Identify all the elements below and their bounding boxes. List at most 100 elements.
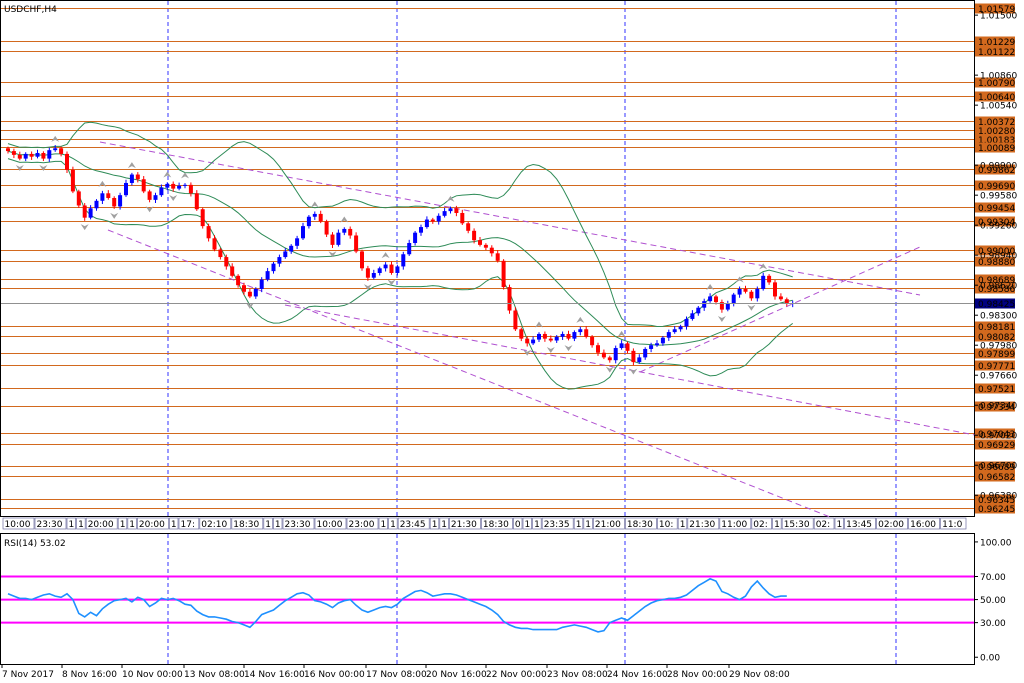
candle-body — [401, 254, 406, 267]
session-label: 13:45 — [846, 520, 872, 530]
candle-body — [460, 212, 465, 224]
fractal-down-icon — [363, 284, 372, 291]
session-label: 10:00 — [317, 520, 343, 530]
fractal-down-icon — [564, 345, 573, 352]
candle-body — [649, 345, 654, 349]
fractal-up-icon — [98, 180, 107, 187]
price-level-label: 0.96245 — [978, 505, 1015, 515]
candle-body — [53, 148, 58, 151]
time-tick-label: 14 Nov 16:00 — [244, 670, 305, 680]
candle-body — [135, 174, 140, 180]
price-level-label: 0.99690 — [978, 182, 1015, 192]
fractal-down-icon — [169, 195, 178, 202]
session-label: 02:00 — [878, 520, 904, 530]
candle-body — [560, 333, 565, 337]
price-tick-label: 0.98940 — [980, 252, 1017, 262]
session-label: 18:30 — [483, 520, 509, 530]
rsi-tick-label: 70.00 — [980, 573, 1006, 583]
fractal-down-icon — [717, 316, 726, 323]
candle-body — [129, 174, 134, 183]
chart-title: USDCHF,H4 — [4, 5, 57, 15]
candle-body — [761, 275, 766, 289]
trend-line — [639, 246, 921, 373]
price-level-tag — [975, 321, 1015, 332]
candle-body — [731, 294, 736, 304]
candle-body — [519, 329, 524, 339]
time-tick-label: 13 Nov 08:00 — [184, 670, 245, 680]
fractal-down-icon — [605, 366, 614, 373]
candle-body — [767, 275, 772, 283]
fractal-down-icon — [80, 224, 89, 231]
candle-body — [495, 253, 500, 261]
session-label-box — [583, 517, 593, 530]
session-label: 21:00 — [595, 520, 621, 530]
price-tick-label: 0.97980 — [980, 342, 1017, 352]
session-label: 10: — [659, 520, 673, 530]
fractal-down-icon — [546, 346, 555, 353]
price-level-label: 0.97899 — [978, 350, 1015, 360]
price-level-label: 1.00790 — [978, 79, 1015, 89]
price-level-tag — [975, 503, 1015, 514]
session-label-box — [178, 517, 200, 530]
price-level-lines — [1, 8, 974, 509]
price-level-tag — [975, 360, 1015, 371]
fractal-up-icon — [127, 162, 136, 169]
candle-body — [41, 152, 46, 159]
price-level-tag — [975, 383, 1015, 394]
candle-body — [177, 185, 182, 189]
fractal-up-icon — [310, 201, 319, 208]
session-label-box — [813, 517, 835, 530]
candle-body — [436, 215, 441, 222]
session-label-box — [388, 517, 398, 530]
current-price-tag — [975, 298, 1015, 309]
candle-body — [247, 291, 252, 297]
candle-body — [283, 251, 288, 258]
session-label-box — [573, 517, 584, 530]
session-label: 21:30 — [451, 520, 477, 530]
session-label: 1 — [78, 520, 84, 530]
session-label-box — [625, 517, 657, 530]
candle-body — [773, 282, 777, 297]
time-tick-label: 16 Nov 00:00 — [304, 670, 365, 680]
candle-body — [590, 336, 595, 346]
price-level-label: 0.99862 — [978, 166, 1015, 176]
candle-body — [513, 310, 518, 330]
price-level-label: 1.00183 — [978, 136, 1015, 146]
candle-body — [631, 350, 636, 363]
session-label: 02: — [753, 520, 767, 530]
session-label-box — [263, 517, 273, 530]
candle-body — [183, 184, 187, 186]
candle-body — [141, 179, 146, 192]
fractal-up-icon — [181, 172, 189, 179]
candle-body — [448, 208, 453, 212]
session-label: 1 — [585, 520, 591, 530]
price-level-label: 0.97043 — [978, 430, 1015, 440]
session-label-box — [76, 517, 86, 530]
candle-body — [106, 193, 111, 198]
candle-body — [224, 257, 229, 267]
time-tick-label: 22 Nov 00:00 — [486, 670, 547, 680]
candle-body — [566, 333, 571, 339]
candle-body — [306, 216, 311, 227]
candle-body — [295, 238, 300, 246]
price-tick-label: 0.97340 — [980, 402, 1017, 412]
candle-body — [584, 329, 589, 337]
session-label: 18:30 — [627, 520, 653, 530]
candle-body — [318, 213, 323, 222]
candle-body — [153, 195, 158, 200]
candle-body — [643, 348, 648, 358]
session-label-box — [85, 517, 118, 530]
candle-body — [348, 228, 353, 236]
session-label: 1 — [525, 520, 531, 530]
price-level-tag — [975, 401, 1015, 412]
candle-body — [655, 343, 659, 346]
candle-body — [601, 352, 606, 358]
candle-body — [171, 183, 176, 189]
candle-body — [619, 343, 624, 349]
price-tick-label: 0.96700 — [980, 462, 1017, 472]
candle-body — [478, 240, 482, 245]
rsi-tick-label: 100.00 — [980, 538, 1012, 548]
session-label: 23:35 — [544, 520, 570, 530]
price-level-tag — [975, 283, 1015, 294]
